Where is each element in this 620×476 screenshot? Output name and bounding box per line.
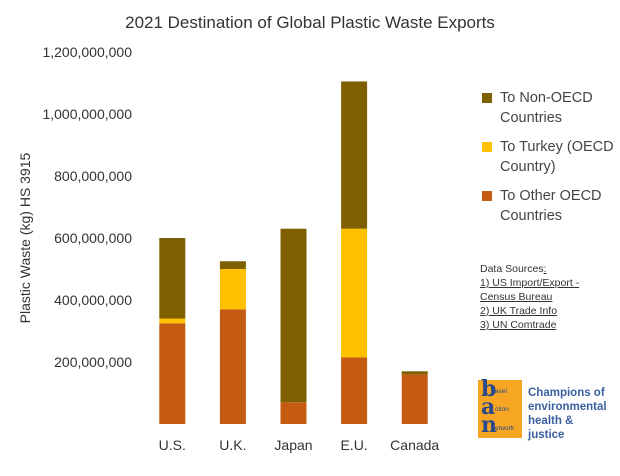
ban-word-network: etwork [495, 425, 515, 432]
y-tick-label: 1,000,000,000 [42, 106, 132, 122]
bar-segment [401, 374, 428, 424]
x-tick-label: U.K. [219, 437, 246, 453]
bars [159, 81, 428, 424]
ban-word-action: ction [495, 406, 509, 413]
x-tick-label: Canada [390, 437, 439, 453]
data-sources: Data Sources: 1) US Import/Export - Cens… [480, 262, 616, 332]
data-source-line[interactable]: 3) UN Comtrade [480, 319, 557, 331]
bar-segment [401, 371, 428, 375]
legend-swatch [482, 93, 492, 103]
bar-segment [280, 228, 307, 403]
x-tick-label: E.U. [340, 437, 367, 453]
ban-logo-box: b asel a ction n etwork [478, 376, 522, 438]
bar-segment [159, 323, 186, 424]
legend-label: To Turkey (OECD Country) [500, 139, 614, 175]
legend: To Non-OECD Countries To Turkey (OECD Cou… [478, 88, 618, 235]
bar-segment [219, 269, 246, 310]
bar-segment [219, 261, 246, 269]
y-tick-label: 400,000,000 [54, 292, 132, 308]
ban-logo: b asel a ction n etwork Champions of env… [478, 376, 610, 441]
bar-segment [341, 81, 368, 229]
ban-tagline: Champions of environmental health & just… [528, 387, 607, 441]
data-source-line[interactable]: 2) UK Trade Info [480, 305, 558, 317]
legend-item: To Non-OECD Countries [478, 88, 618, 128]
legend-swatch [482, 191, 492, 201]
bar-segment [219, 309, 246, 424]
bar-segment [341, 357, 368, 424]
y-tick-label: 600,000,000 [54, 230, 132, 246]
data-source-line[interactable]: Census Bureau [480, 291, 553, 303]
legend-item: To Other OECD Countries [478, 186, 618, 226]
x-tick-label: Japan [274, 437, 312, 453]
y-axis-label: Plastic Waste (kg) HS 3915 [17, 152, 33, 323]
y-axis-ticks: 200,000,000 400,000,000 600,000,000 800,000… [42, 44, 132, 370]
bar-segment [341, 228, 368, 358]
data-sources-title: Data Sources: [480, 263, 547, 275]
ban-letter-n: n [481, 412, 497, 438]
data-source-line[interactable]: 1) US Import/Export - [480, 277, 580, 289]
bar-segment [159, 318, 186, 324]
y-tick-label: 800,000,000 [54, 168, 132, 184]
ban-letter-b: b [481, 376, 497, 402]
legend-label: To Other OECD Countries [500, 188, 602, 224]
bar-segment [280, 402, 307, 424]
bar-segment [159, 238, 186, 319]
ban-word-basel: asel [495, 388, 507, 395]
x-axis-ticks: U.S. U.K. Japan E.U. Canada [159, 437, 440, 453]
x-tick-label: U.S. [159, 437, 186, 453]
chart-title: 2021 Destination of Global Plastic Waste… [125, 13, 495, 32]
legend-swatch [482, 142, 492, 152]
ban-letter-a: a [481, 394, 496, 420]
y-tick-label: 200,000,000 [54, 354, 132, 370]
legend-item: To Turkey (OECD Country) [478, 137, 618, 177]
legend-label: To Non-OECD Countries [500, 90, 593, 126]
y-tick-label: 1,200,000,000 [42, 44, 132, 60]
